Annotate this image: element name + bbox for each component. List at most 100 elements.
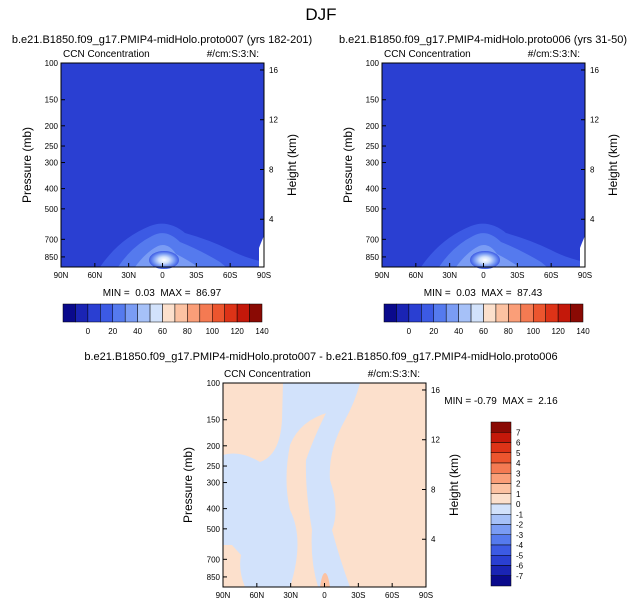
panel-diff-stats: MIN = -0.79 MAX = 2.16 [444, 396, 558, 407]
panel-2-field [382, 63, 585, 269]
panel-1-stats: MIN = 0.03 MAX = 86.97 [103, 288, 222, 299]
colorbar-label: 20 [429, 327, 438, 336]
colorbar-label: 20 [108, 327, 117, 336]
colorbar-swatch [187, 303, 201, 323]
colorbar-swatch [433, 303, 447, 323]
height-tick-label: 16 [269, 66, 278, 75]
colorbar-label: 120 [551, 327, 565, 336]
colorbar-label: -3 [516, 531, 524, 540]
colorbar-swatch [557, 303, 571, 323]
colorbar-label: 100 [527, 327, 541, 336]
colorbar-swatch [490, 503, 512, 515]
panel-1-left-label: CCN Concentration [63, 49, 150, 60]
colorbar-label: -4 [516, 541, 524, 550]
colorbar-label: 140 [255, 327, 269, 336]
colorbar-label: -6 [516, 562, 524, 571]
colorbar-swatch [490, 442, 512, 453]
colorbar-swatch [383, 303, 397, 323]
x-tick-label: 90S [578, 271, 592, 280]
x-tick-label: 0 [160, 271, 165, 280]
colorbar-label: -5 [516, 551, 524, 560]
colorbar-label: 140 [576, 327, 590, 336]
colorbar-swatch [137, 303, 151, 323]
panel-1-height-axis: 16 12 8 4 [260, 66, 278, 224]
y-tick-label: 250 [207, 462, 221, 471]
colorbar-1: 0 20 40 60 80 100 120 140 [62, 303, 269, 336]
panel-1-field [61, 63, 264, 269]
y-tick-label: 850 [45, 253, 59, 262]
colorbar-swatch [445, 303, 459, 323]
colorbar-swatch [249, 303, 263, 323]
y-tick-label: 500 [45, 205, 59, 214]
y-tick-label: 150 [207, 416, 221, 425]
panel-diff-field [223, 383, 426, 587]
x-tick-label: 60S [385, 591, 399, 600]
panel-diff-y-axis: 100 150 200 250 300 400 500 700 850 [207, 379, 227, 582]
figure-title: DJF [305, 5, 336, 24]
colorbar-label: 6 [516, 439, 521, 448]
colorbar-swatch [490, 421, 512, 433]
colorbar-swatch [490, 534, 512, 546]
panel-2: b.e21.B1850.f09_g17.PMIP4-midHolo.proto0… [339, 34, 627, 299]
x-tick-label: 60N [249, 591, 264, 600]
y-tick-label: 100 [207, 379, 221, 388]
panel-1-y-axis: 100 150 200 250 300 400 500 700 850 [45, 59, 65, 262]
y-tick-label: 700 [45, 235, 59, 244]
x-tick-label: 90N [54, 271, 69, 280]
y-tick-label: 700 [366, 235, 380, 244]
panel-2-title: b.e21.B1850.f09_g17.PMIP4-midHolo.proto0… [339, 34, 627, 46]
y-tick-label: 150 [366, 96, 380, 105]
x-tick-label: 0 [322, 591, 327, 600]
y-tick-label: 250 [45, 142, 59, 151]
x-tick-label: 90N [375, 271, 390, 280]
colorbar-label: 3 [516, 469, 521, 478]
colorbar-swatch [396, 303, 410, 323]
panel-diff-y-label: Pressure (mb) [181, 447, 195, 523]
panel-2-y-label: Pressure (mb) [341, 127, 355, 203]
colorbar-swatch [490, 524, 512, 535]
colorbar-swatch [545, 303, 559, 323]
height-tick-label: 12 [431, 436, 440, 445]
height-tick-label: 16 [431, 386, 440, 395]
colorbar-swatch [490, 473, 512, 484]
panel-diff-max-spot [320, 573, 330, 587]
colorbar-label: 60 [158, 327, 167, 336]
panel-diff-right-label: #/cm:S:3:N: [368, 369, 420, 380]
panel-2-stats: MIN = 0.03 MAX = 87.43 [424, 288, 543, 299]
panel-2-y-axis: 100 150 200 250 300 400 500 700 850 [366, 59, 386, 262]
colorbar-swatch [112, 303, 126, 323]
colorbar-swatch [199, 303, 213, 323]
colorbar-swatch [508, 303, 522, 323]
colorbar-swatch [490, 565, 512, 576]
panel-1-title: b.e21.B1850.f09_g17.PMIP4-midHolo.proto0… [12, 34, 312, 46]
colorbar-swatch [174, 303, 188, 323]
colorbar-label: 100 [206, 327, 220, 336]
x-tick-label: 90S [419, 591, 433, 600]
colorbar-label: 40 [133, 327, 142, 336]
colorbar-swatch [520, 303, 534, 323]
colorbar-swatch [87, 303, 101, 323]
height-tick-label: 4 [269, 215, 274, 224]
x-tick-label: 60N [408, 271, 423, 280]
colorbar-swatch [490, 432, 512, 443]
x-tick-label: 60N [87, 271, 102, 280]
colorbar-swatch [62, 303, 76, 323]
y-tick-label: 300 [45, 159, 59, 168]
panel-diff-negative-band [305, 383, 360, 587]
y-tick-label: 500 [366, 205, 380, 214]
y-tick-label: 300 [366, 159, 380, 168]
height-tick-label: 8 [431, 485, 436, 494]
panel-diff: b.e21.B1850.f09_g17.PMIP4-midHolo.proto0… [84, 351, 558, 600]
height-tick-label: 16 [590, 66, 599, 75]
colorbar-label: 5 [516, 449, 521, 458]
colorbar-swatch [490, 575, 512, 587]
colorbar-label: 0 [407, 327, 412, 336]
panel-2-left-label: CCN Concentration [384, 49, 471, 60]
panel-diff-height-axis: 16 12 8 4 [422, 386, 440, 544]
x-tick-label: 30S [189, 271, 203, 280]
y-tick-label: 200 [207, 442, 221, 451]
x-tick-label: 30N [121, 271, 136, 280]
panel-1-missing [259, 236, 264, 267]
y-tick-label: 200 [366, 122, 380, 131]
